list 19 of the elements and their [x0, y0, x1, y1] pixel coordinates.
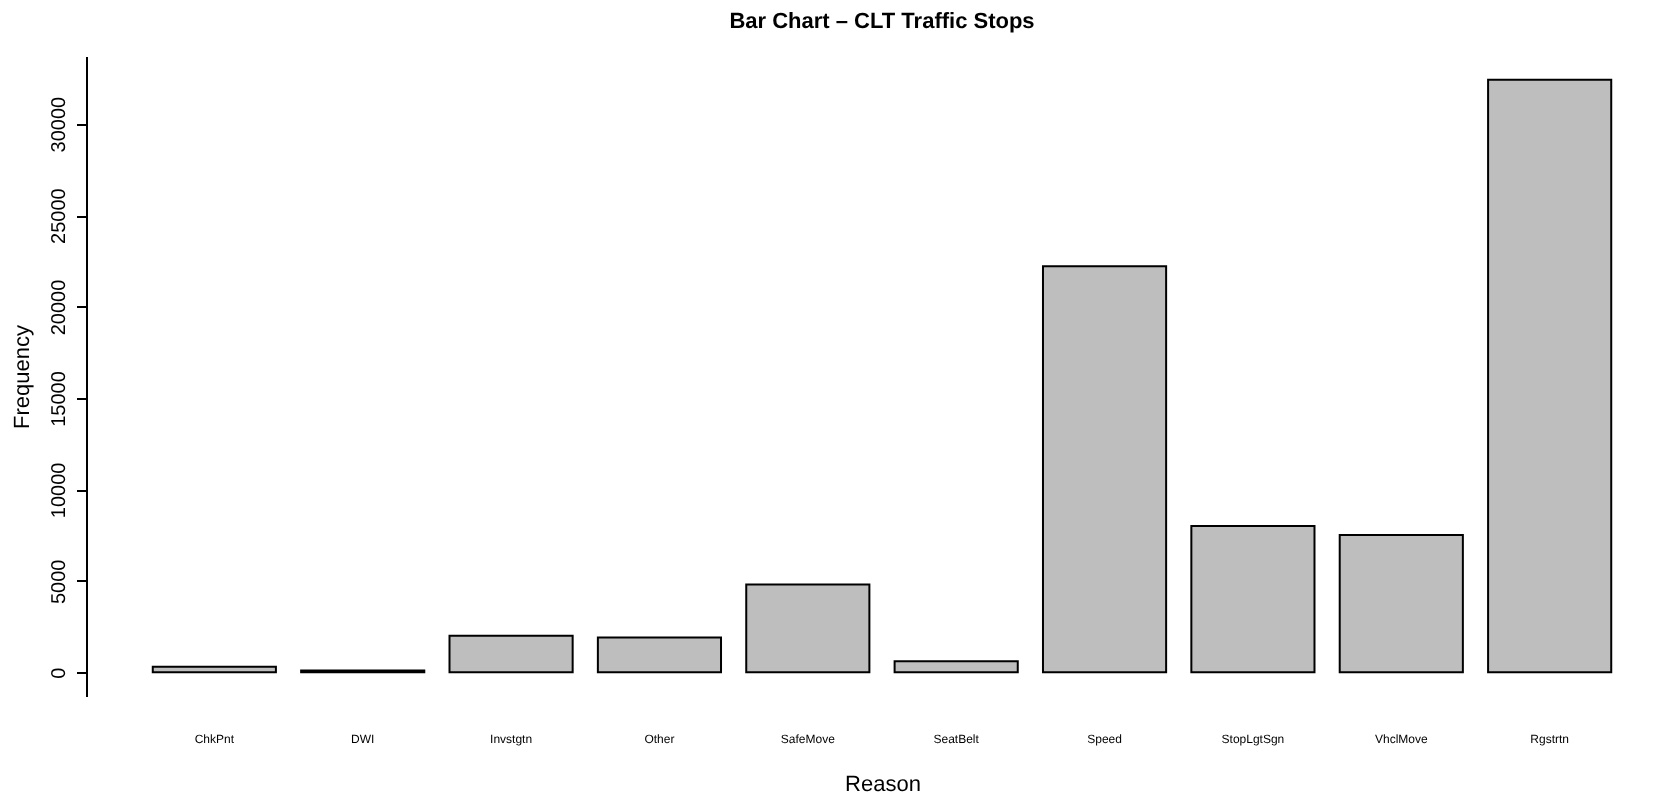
bar	[745, 583, 871, 674]
y-tick-label: 30000	[49, 95, 71, 153]
bar	[151, 665, 277, 674]
bar	[1487, 78, 1613, 674]
y-tick-label: 10000	[49, 461, 71, 519]
x-axis-title: Reason	[845, 773, 921, 797]
y-tick-label: 0	[49, 666, 71, 679]
bar	[1190, 524, 1316, 674]
bar	[1338, 534, 1464, 674]
y-tick-label: 20000	[49, 278, 71, 336]
y-tick-label: 15000	[49, 370, 71, 427]
bar	[1041, 265, 1168, 674]
bar	[596, 636, 723, 674]
bar	[448, 634, 574, 674]
y-tick-label: 25000	[49, 187, 71, 244]
chart-title: Bar Chart – CLT Traffic Stops	[729, 10, 1035, 34]
y-axis-title: Frequency	[11, 324, 35, 429]
y-tick-label: 5000	[49, 558, 71, 605]
bar	[893, 660, 1019, 674]
